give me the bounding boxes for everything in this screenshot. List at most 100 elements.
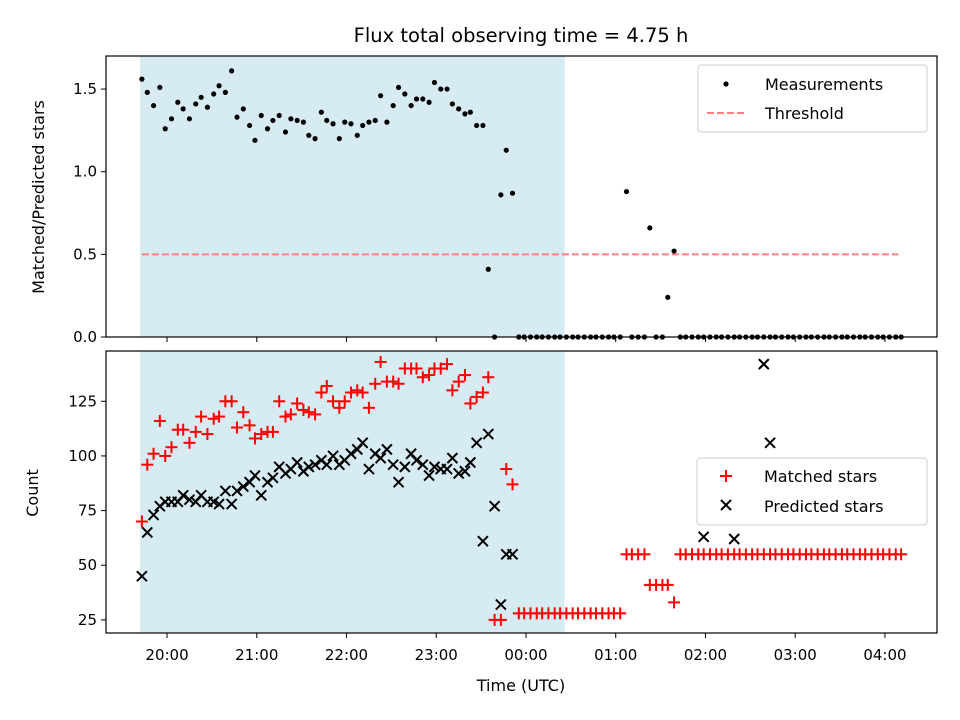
matched-star-point [266, 425, 279, 438]
predicted-star-point [697, 531, 710, 543]
matched-star-point [333, 401, 346, 414]
measurement-point [330, 121, 336, 127]
measurement-point [150, 102, 157, 109]
matched-star-point [356, 386, 369, 399]
matched-star-point [506, 478, 519, 491]
bottom-x-tick-label: 01:00 [594, 646, 637, 664]
bottom-plot-area [135, 355, 908, 626]
measurement-point [449, 101, 455, 107]
predicted-star-point [309, 458, 321, 471]
matched-star-point [255, 428, 268, 441]
matched-star-point [464, 397, 477, 410]
matched-star-point [470, 390, 483, 403]
measurement-point [485, 266, 491, 272]
predicted-star-point [321, 458, 333, 471]
matched-star-point [159, 449, 172, 462]
measurement-point [139, 76, 145, 82]
predicted-star-point [470, 437, 483, 449]
measurement-point [336, 136, 342, 142]
measurement-point [186, 116, 193, 122]
legend-threshold-label: Threshold [764, 104, 844, 123]
predicted-star-point [237, 480, 250, 493]
top-y-axis-label: Matched/Predicted stars [29, 100, 48, 294]
measurement-point [324, 117, 330, 124]
measurement-point [270, 117, 276, 124]
bottom-axes-frame [105, 350, 938, 634]
bottom-x-axis: 20:00 21:00 22:00 23:00 00:00 01:00 02:00 03:00… [145, 633, 907, 664]
measurement-point [647, 225, 653, 231]
predicted-star-point [363, 463, 375, 475]
measurement-point [180, 106, 186, 112]
measurement-point [384, 119, 390, 125]
bottom-y-tick-label: 25 [78, 611, 97, 629]
matched-star-point [273, 395, 286, 408]
measurement-point [354, 132, 360, 138]
matched-star-point [614, 607, 627, 620]
bottom-x-tick-label: 22:00 [325, 646, 368, 664]
predicted-star-point [495, 598, 507, 611]
predicted-star-point [464, 456, 477, 469]
legend-matched-marker [720, 470, 732, 482]
matched-star-point [213, 410, 226, 423]
bottom-x-tick-label: 03:00 [774, 646, 817, 664]
matched-star-point [423, 369, 436, 382]
top-y-tick-label: 0.0 [73, 328, 97, 346]
chart-title: Flux total observing time = 4.75 h [354, 24, 689, 47]
measurement-point [474, 122, 480, 129]
bottom-y-axis: 25 50 75 100 125 [68, 392, 106, 629]
measurement-point [229, 68, 235, 74]
measurement-point [234, 114, 240, 120]
bottom-y-tick-label: 50 [78, 556, 97, 574]
predicted-star-point [213, 498, 225, 510]
measurement-point [175, 99, 181, 105]
matched-star-point [434, 362, 447, 375]
measurement-point [288, 116, 294, 122]
measurement-point [318, 109, 324, 115]
matched-star-point [374, 355, 387, 368]
measurement-point [300, 119, 307, 125]
matched-star-point [147, 447, 160, 460]
measurement-point [623, 188, 630, 195]
matched-star-point [284, 408, 297, 421]
matched-star-point [225, 395, 238, 408]
predicted-star-point [303, 461, 315, 473]
measurement-point [168, 116, 175, 122]
matched-star-point [661, 578, 674, 591]
predicted-star-point [177, 489, 189, 501]
measurement-point [264, 126, 271, 132]
matched-star-point [153, 414, 166, 427]
predicted-star-point [399, 461, 411, 473]
matched-star-point [441, 358, 454, 371]
measurement-point [211, 91, 217, 97]
matched-star-point [291, 397, 304, 410]
matched-star-point [302, 406, 315, 419]
predicted-star-point [225, 498, 238, 510]
measurement-point [306, 132, 312, 138]
predicted-star-point [764, 437, 776, 449]
predicted-star-point [255, 489, 267, 501]
matched-star-point [237, 406, 250, 419]
top-legend: Measurements Threshold [697, 64, 928, 133]
matched-star-point [638, 548, 651, 561]
measurement-point [431, 79, 438, 86]
predicted-star-point [477, 535, 489, 547]
measurement-point [671, 248, 677, 254]
measurement-point [438, 86, 444, 92]
legend-measurements-marker [723, 81, 729, 87]
matched-star-point [183, 436, 196, 449]
matched-star-point [458, 369, 471, 382]
matched-star-point [165, 441, 178, 454]
bottom-x-axis-label: Time (UTC) [476, 676, 565, 695]
measurement-point [198, 94, 204, 100]
predicted-star-point [428, 461, 441, 473]
matched-star-point [416, 371, 429, 384]
predicted-star-point [231, 485, 243, 497]
predicted-star-point [482, 428, 495, 440]
measurement-point [462, 111, 468, 117]
matched-star-point [141, 458, 154, 471]
measurement-point [366, 119, 372, 125]
predicted-star-point [387, 458, 399, 471]
matched-star-point [195, 410, 208, 423]
measurement-point [282, 129, 289, 135]
matched-star-point [315, 386, 328, 399]
